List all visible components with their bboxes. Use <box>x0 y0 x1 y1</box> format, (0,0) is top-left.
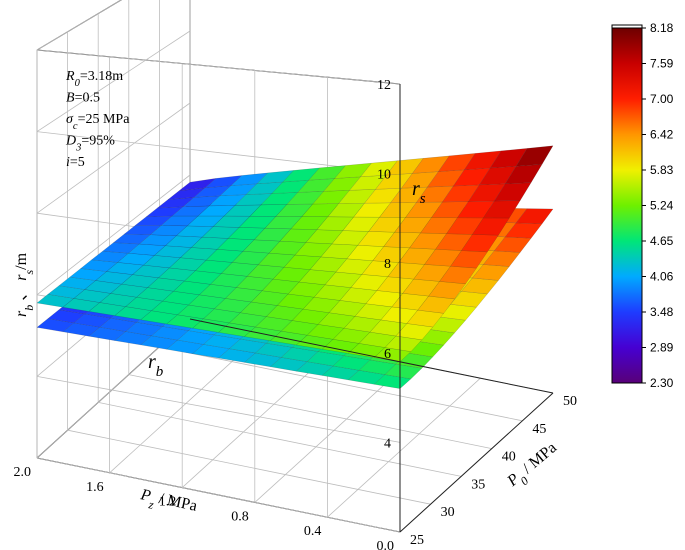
colorbar-tick-label: 2.89 <box>650 341 674 355</box>
colorbar-tick-label: 3.48 <box>650 305 674 319</box>
surface-label-r-s: rs <box>412 178 426 207</box>
colorbar-tick-label: 2.30 <box>650 376 674 390</box>
annotation-line: R0=3.18m <box>65 69 123 89</box>
box-edge-front <box>189 318 554 394</box>
surface-label-r-b: rb <box>148 351 164 380</box>
floor-grid-x <box>67 429 431 505</box>
floor-grid-y <box>254 363 409 503</box>
pz-tick-label: 1.2 <box>159 495 177 510</box>
floor-grid-x <box>159 346 523 422</box>
annotation-line: i=5 <box>66 155 85 170</box>
floor-grid-x <box>36 457 401 533</box>
colorbar-tick-label: 8.18 <box>650 21 674 35</box>
z-tick-label: 10 <box>377 168 391 183</box>
wall-grid-z <box>36 0 122 51</box>
surface-facet <box>515 208 554 224</box>
colorbar-tick-label: 7.00 <box>650 92 674 106</box>
p0-tick-label: 35 <box>471 477 485 492</box>
p0-axis-label: P0 / MPa <box>503 439 563 495</box>
floor-grid-y <box>327 377 481 518</box>
surface-r-s <box>36 145 554 363</box>
tick-labels: 4 6 8 10 12 2.0 1.6 1.2 0.8 0.4 0.0 25 30 35 40 45 50 <box>14 78 578 550</box>
side-grid-z <box>36 49 401 85</box>
pz-tick-label: 1.6 <box>86 480 104 495</box>
pz-tick-label: 2.0 <box>14 465 32 480</box>
z-tick-label: 6 <box>384 347 391 362</box>
colorbar-tick-label: 4.65 <box>650 234 674 248</box>
wall-grid-z <box>36 174 191 296</box>
z-axis-label: rb 、 rs/m <box>13 252 36 317</box>
annotation-line: σc=25 MPa <box>66 112 130 132</box>
floor-grid-x <box>98 402 462 477</box>
floor-grid-x <box>128 374 492 449</box>
colorbar-cap <box>611 24 643 29</box>
z-tick-label: 12 <box>377 78 391 93</box>
colorbar: 8.18 7.59 7.00 6.42 5.83 5.24 4.65 4.06 3.48 2.89… <box>611 21 674 390</box>
side-grid-z <box>36 376 401 443</box>
colorbar-tick-label: 6.42 <box>650 128 674 142</box>
z-tick-label: 8 <box>384 257 391 272</box>
front-box-edges <box>189 84 554 533</box>
p0-tick-label: 25 <box>410 533 424 548</box>
p0-tick-label: 40 <box>502 450 516 465</box>
z-tick-label: 4 <box>384 436 391 451</box>
wall-grid-z <box>36 30 191 132</box>
colorbar-tick-label: 7.59 <box>650 57 674 71</box>
pz-axis-label: Pz / MPa <box>137 486 199 521</box>
colorbar-tick-label: 5.83 <box>650 163 674 177</box>
box-edge-front <box>399 392 554 533</box>
pz-tick-label: 0.4 <box>304 524 322 539</box>
colorbar-tick-label: 4.06 <box>650 270 674 284</box>
pz-tick-label: 0.0 <box>377 539 395 550</box>
wall-grid-z <box>36 102 191 214</box>
p0-tick-label: 50 <box>563 394 577 409</box>
colorbar-bar <box>611 27 643 384</box>
pz-tick-label: 0.8 <box>231 509 249 524</box>
surfaces <box>36 145 554 389</box>
p0-tick-label: 30 <box>441 505 455 520</box>
box-edge <box>36 0 123 51</box>
surface-facet <box>515 145 554 167</box>
annotation-line: B=0.5 <box>66 91 100 106</box>
annotation-line: D3=95% <box>65 134 115 154</box>
p0-tick-label: 45 <box>532 422 546 437</box>
colorbar-tick-label: 5.24 <box>650 199 674 213</box>
